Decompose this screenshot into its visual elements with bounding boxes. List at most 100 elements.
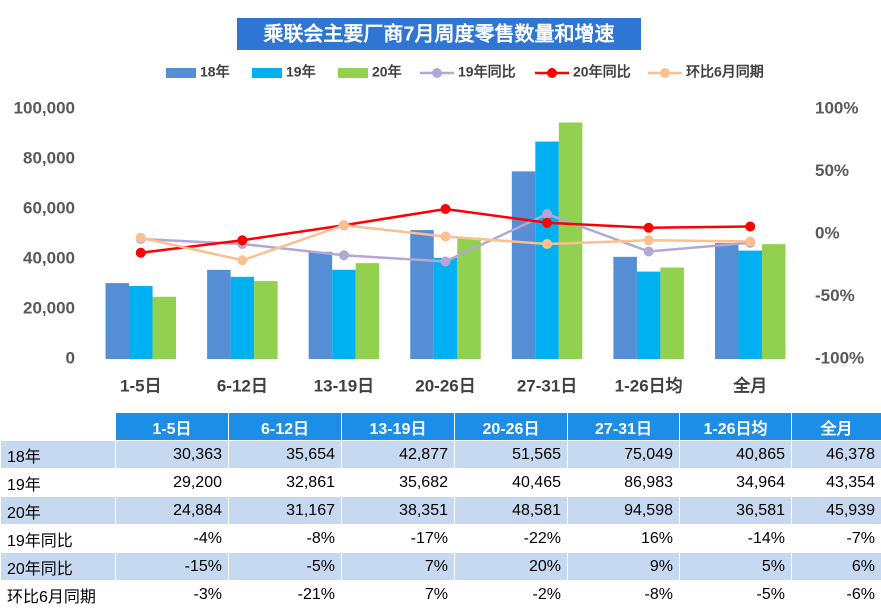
bar [152, 296, 177, 359]
y-tick-label: 80,000 [23, 148, 75, 167]
y-tick-label: 40,000 [23, 248, 75, 267]
table-cell: -7% [791, 524, 881, 553]
line-marker [643, 246, 654, 257]
chart-title: 乘联会主要厂商7月周度零售数量和增速 [262, 21, 614, 45]
table-cell: -8% [567, 580, 680, 608]
table-cell: 75,049 [567, 440, 680, 469]
x-tick-label: 1-5日 [120, 376, 162, 395]
table-cell: -22% [454, 524, 568, 553]
table-cell: 18年 [0, 440, 116, 469]
table-cell: -14% [679, 524, 792, 553]
bar [738, 250, 762, 359]
bar [207, 269, 231, 359]
table-cell: 19年 [0, 468, 116, 497]
table-cell: 5% [679, 552, 792, 581]
line-marker [542, 209, 553, 219]
table-cell: -17% [341, 524, 455, 553]
table-cell: 45,939 [791, 496, 881, 525]
legend-swatch [338, 68, 368, 78]
table-row: 19年 29,200 32,861 35,682 40,465 86,983 34,964 4… [0, 468, 881, 497]
table-cell: 35,682 [341, 468, 455, 497]
table-cell: -5% [228, 552, 342, 581]
bar [230, 276, 255, 359]
table-cell: 86,983 [567, 468, 680, 497]
table-cell: 全月 [791, 412, 881, 441]
x-tick-label: 1-26日均 [615, 375, 683, 395]
line-marker [542, 217, 553, 228]
table-row: 20年同比 -15% -5% 7% 20% 9% 5% 6% [0, 552, 881, 581]
legend-swatch-marker [660, 68, 670, 78]
y-tick-label: 100,000 [14, 98, 75, 117]
line-marker [135, 247, 146, 258]
table-cell: 38,351 [341, 496, 455, 525]
table-row: 20年 24,884 31,167 38,351 48,581 94,598 36,581 4… [0, 496, 881, 525]
table-cell: 7% [341, 580, 455, 608]
y-tick-label: 20,000 [23, 298, 75, 317]
table-cell: 1-5日 [115, 412, 229, 441]
line-marker [440, 204, 451, 214]
bar [355, 263, 380, 359]
table-cell: -4% [115, 524, 229, 553]
x-tick-label: 6-12日 [217, 376, 268, 395]
table-cell: 51,565 [454, 440, 568, 469]
y2-tick-label: 0% [815, 223, 840, 242]
table-cell: -2% [454, 580, 568, 608]
x-tick-label: 全月 [732, 375, 767, 395]
table-cell: 32,861 [228, 468, 342, 497]
table-cell: 34,964 [679, 468, 792, 497]
legend-label: 环比6月同期 [686, 64, 764, 80]
table-row: 19年同比 -4% -8% -17% -22% 16% -14% -7% [0, 524, 881, 553]
table-cell: 环比6月同期 [0, 580, 116, 608]
line-marker [440, 256, 451, 267]
bar [636, 271, 661, 359]
bar [129, 286, 153, 359]
bar [714, 243, 739, 359]
table-row: 环比6月同期 -3% -21% 7% -2% -8% -5% -6% [0, 580, 881, 608]
table-cell: 24,884 [115, 496, 229, 525]
line-marker [745, 221, 756, 232]
line-marker [643, 235, 654, 246]
legend-swatch-marker [547, 68, 557, 78]
table-cell: 19年同比 [0, 524, 116, 553]
legend-swatch-marker [432, 68, 442, 78]
bar [511, 171, 536, 359]
table-cell: 36,581 [679, 496, 792, 525]
table-cell: -3% [115, 580, 229, 608]
line-marker [237, 235, 248, 246]
table-cell: 40,865 [679, 440, 792, 469]
legend-label: 20年同比 [573, 64, 631, 80]
x-tick-label: 27-31日 [517, 376, 577, 395]
y-tick-label: 60,000 [23, 198, 75, 217]
legend-label: 20年 [372, 64, 402, 80]
line-marker [237, 255, 248, 266]
table-row: 18年 30,363 35,654 42,877 51,565 75,049 40,865 4… [0, 440, 881, 469]
legend-swatch [166, 68, 196, 78]
bar [254, 281, 278, 359]
line-marker [338, 220, 349, 231]
y2-tick-label: -50% [815, 286, 855, 305]
table-cell: 9% [567, 552, 680, 581]
line-marker [643, 222, 654, 233]
x-tick-label: 13-19日 [314, 376, 374, 395]
legend-swatch [252, 68, 282, 78]
y2-tick-label: 50% [815, 161, 849, 180]
table-cell: 20年同比 [0, 552, 116, 581]
bar [332, 269, 356, 359]
bar [761, 244, 786, 359]
table-cell: 40,465 [454, 468, 568, 497]
table-cell: -5% [679, 580, 792, 608]
table-cell: 94,598 [567, 496, 680, 525]
table-cell: 20% [454, 552, 568, 581]
table-cell: 43,354 [791, 468, 881, 497]
table-cell: 20年 [0, 496, 116, 525]
y-tick-label: 0 [66, 348, 75, 367]
table-cell: 13-19日 [341, 412, 455, 441]
table-cell: 29,200 [115, 468, 229, 497]
table-cell: -21% [228, 580, 342, 608]
bar [105, 283, 130, 359]
line-marker [745, 236, 756, 247]
bar [433, 257, 458, 359]
legend-label: 19年同比 [458, 64, 516, 80]
table-cell: 35,654 [228, 440, 342, 469]
bar [308, 251, 333, 359]
